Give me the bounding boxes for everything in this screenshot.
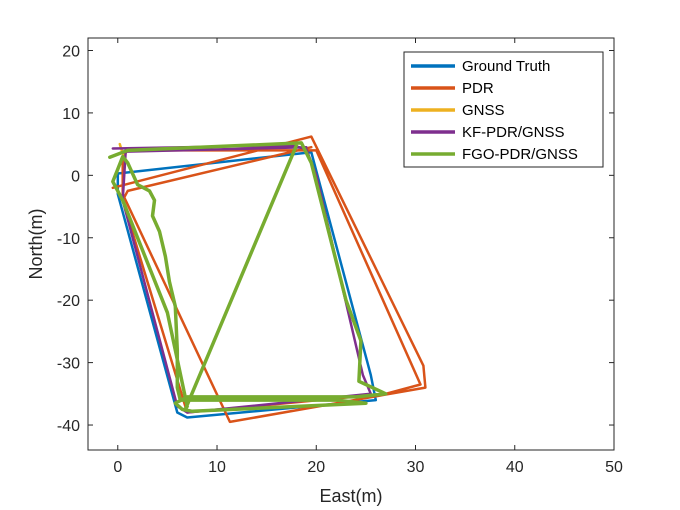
y-tick-label: 10 <box>62 106 80 123</box>
legend-label: KF-PDR/GNSS <box>462 124 565 141</box>
y-tick-label: 0 <box>71 168 80 185</box>
legend: Ground Truth PDR GNSS KF-PDR/GNSS FGO-PDR/GN… <box>403 51 604 168</box>
x-tick-label: 10 <box>208 459 226 476</box>
x-tick-label: 0 <box>113 459 122 476</box>
x-tick-label: 50 <box>605 459 623 476</box>
series-line-fgo-pdr-gnss <box>108 141 388 414</box>
y-axis-ticks: -40 -30 -20 -10 0 10 20 <box>57 43 614 435</box>
y-tick-label: -20 <box>57 293 80 310</box>
y-tick-label: 20 <box>62 43 80 60</box>
y-axis-label: North(m) <box>26 209 46 280</box>
plot-area-frame <box>87 37 615 451</box>
legend-label: PDR <box>462 80 494 97</box>
legend-label: Ground Truth <box>462 58 550 75</box>
y-tick-label: -10 <box>57 231 80 248</box>
legend-label: GNSS <box>462 102 505 119</box>
x-tick-label: 40 <box>506 459 524 476</box>
y-tick-label: -40 <box>57 418 80 435</box>
y-tick-label: -30 <box>57 356 80 373</box>
x-tick-label: 30 <box>407 459 425 476</box>
series-layer <box>108 135 427 424</box>
legend-items: Ground Truth PDR GNSS KF-PDR/GNSS FGO-PDR/GN… <box>411 58 578 163</box>
legend-label: FGO-PDR/GNSS <box>462 146 578 163</box>
x-axis-label: East(m) <box>320 486 383 506</box>
x-tick-label: 20 <box>307 459 325 476</box>
x-axis-ticks: 0 10 20 30 40 50 <box>113 38 623 476</box>
